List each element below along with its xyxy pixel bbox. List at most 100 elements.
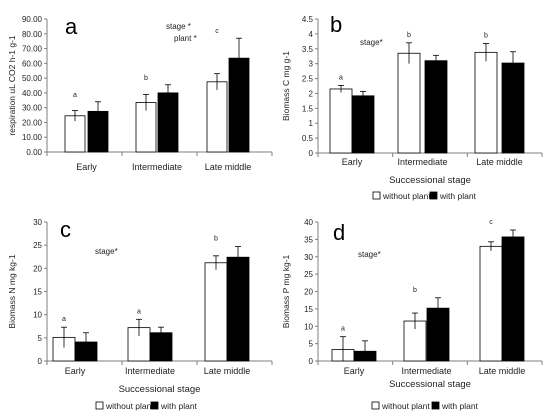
effect-annotation: stage* <box>95 247 118 256</box>
panel-label: b <box>330 12 342 37</box>
category-label: Early <box>65 366 86 376</box>
bar-with-plant <box>226 256 250 362</box>
legend-label: without plant <box>105 401 154 411</box>
legend-swatch <box>95 401 104 410</box>
y-tick-label: 90.00 <box>22 15 43 24</box>
y-tick-label: 30 <box>304 253 313 262</box>
bar-without-plant <box>206 81 228 153</box>
significance-letter: a <box>62 316 66 323</box>
legend-swatch <box>431 401 440 410</box>
y-tick-label: 10.00 <box>22 133 43 142</box>
panel-d: 0 5 10 15 20 25 30 35 40 Early Intermediate Late mi… <box>281 218 543 411</box>
y-tick-label: 10 <box>33 311 42 320</box>
y-tick-label: 40.00 <box>22 89 43 98</box>
panel-b: 0 0.5 1 1.5 2 2.5 3 3.5 4 4.5 Early Intermediate Lat… <box>281 12 543 201</box>
significance-letter: b <box>413 287 417 294</box>
y-tick-label: 5 <box>309 340 314 349</box>
y-tick-label: 20.00 <box>22 118 43 127</box>
category-label: Intermediate <box>132 162 182 172</box>
y-tick-label: 25 <box>33 241 42 250</box>
significance-letter: c <box>215 28 219 35</box>
legend-label: with plant <box>439 191 477 201</box>
bar-with-plant <box>501 62 525 154</box>
significance-letter: a <box>339 74 343 81</box>
category-label: Intermediate <box>125 366 175 376</box>
legend-label: with plant <box>160 401 198 411</box>
y-tick-label: 15 <box>33 288 42 297</box>
bar-without-plant <box>64 115 86 153</box>
y-tick-label: 30.00 <box>22 104 43 113</box>
category-label: Late middle <box>476 157 523 167</box>
effect-annotation: plant * <box>174 34 197 43</box>
x-axis-title: Successional stage <box>389 379 471 390</box>
significance-letter: b <box>214 236 218 243</box>
y-tick-label: 40 <box>304 218 313 227</box>
significance-letter: c <box>489 219 493 226</box>
y-tick-label: 4 <box>309 30 314 39</box>
category-label: Late middle <box>205 162 252 172</box>
panel-label: a <box>65 14 78 39</box>
bar-without-plant <box>204 262 228 362</box>
bar-with-plant <box>501 236 525 362</box>
y-tick-label: 2.5 <box>302 75 314 84</box>
bar-without-plant <box>474 51 498 154</box>
y-axis-title: Biomass C mg g-1 <box>281 51 291 121</box>
y-tick-label: 35 <box>304 235 313 244</box>
legend-label: without plant <box>382 191 431 201</box>
y-tick-label: 3 <box>309 60 314 69</box>
legend-swatch <box>150 401 159 410</box>
y-tick-label: 15 <box>304 305 313 314</box>
y-tick-label: 0 <box>309 149 314 158</box>
y-tick-label: 20 <box>33 264 42 273</box>
bar-with-plant <box>351 95 375 154</box>
significance-letter: b <box>484 32 488 39</box>
category-label: Intermediate <box>401 366 451 376</box>
y-axis-title: respiration uL CO2 h-1 g-1 <box>7 35 17 136</box>
y-tick-label: 2 <box>309 89 314 98</box>
y-tick-label: 30 <box>33 218 42 227</box>
y-tick-label: 5 <box>38 334 43 343</box>
category-label: Early <box>342 157 363 167</box>
y-tick-label: 0.5 <box>302 134 314 143</box>
significance-letter: a <box>341 326 345 333</box>
legend-label: with plant <box>441 401 479 411</box>
x-axis-title: Successional stage <box>119 384 201 395</box>
y-tick-label: 1.5 <box>302 104 314 113</box>
effect-annotation: stage* <box>360 38 383 47</box>
effect-annotation: stage * <box>166 22 191 31</box>
y-tick-label: 1 <box>309 119 314 128</box>
bar-with-plant <box>424 60 448 154</box>
y-tick-label: 25 <box>304 270 313 279</box>
category-label: Intermediate <box>397 157 447 167</box>
category-label: Early <box>344 366 365 376</box>
bar-without-plant <box>329 88 353 154</box>
x-axis-title: Successional stage <box>389 175 471 186</box>
panel-label: d <box>333 220 345 245</box>
y-tick-label: 80.00 <box>22 30 43 39</box>
significance-letter: b <box>407 32 411 39</box>
y-tick-label: 3.5 <box>302 45 314 54</box>
significance-letter: a <box>137 308 141 315</box>
significance-letter: a <box>73 92 77 99</box>
y-tick-label: 50.00 <box>22 74 43 83</box>
y-tick-label: 70.00 <box>22 45 43 54</box>
bar-without-plant <box>397 52 421 154</box>
legend-label: without plant <box>381 401 430 411</box>
y-axis-title: Biomass P mg kg-1 <box>281 254 291 328</box>
legend-swatch <box>429 191 438 200</box>
category-label: Late middle <box>204 366 251 376</box>
category-label: Late middle <box>479 366 526 376</box>
y-tick-label: 0 <box>309 357 314 366</box>
bar-without-plant <box>479 245 503 362</box>
y-tick-label: 0 <box>38 357 43 366</box>
bar-with-plant <box>157 92 179 153</box>
effect-annotation: stage* <box>358 250 381 259</box>
panel-label: c <box>60 217 71 242</box>
legend-swatch <box>372 191 381 200</box>
y-tick-label: 0.00 <box>26 148 42 157</box>
legend-swatch <box>371 401 380 410</box>
y-tick-label: 60.00 <box>22 59 43 68</box>
y-tick-label: 10 <box>304 322 313 331</box>
panel-c: 0 5 10 15 20 25 30 Early Intermediate Late middle… <box>7 217 273 411</box>
